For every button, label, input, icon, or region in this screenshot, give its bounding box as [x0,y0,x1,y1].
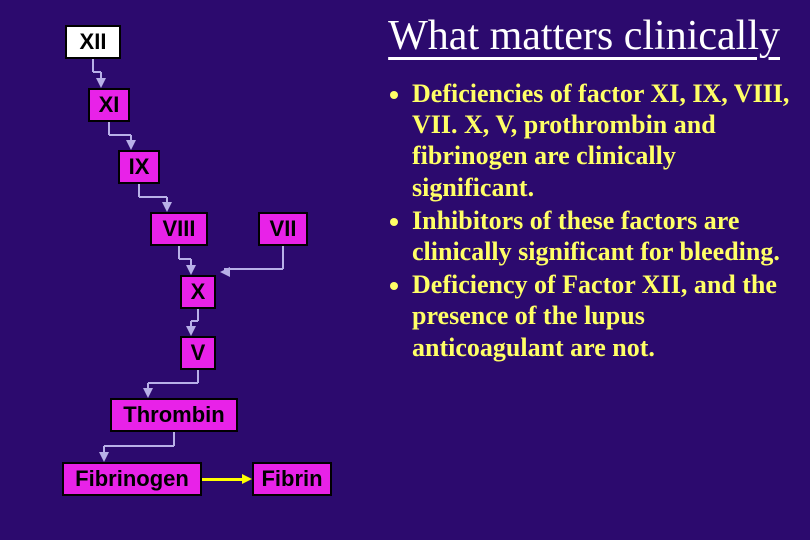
factor-node-xi: XI [88,88,130,122]
slide-title: What matters clinically [388,12,780,60]
factor-node-v: V [180,336,216,370]
factor-node-xii: XII [65,25,121,59]
factor-node-ix: IX [118,150,160,184]
factor-node-viii: VIII [150,212,208,246]
bullet-list: Deficiencies of factor XI, IX, VIII, VII… [390,78,790,365]
bullet-item: Inhibitors of these factors are clinical… [412,205,790,267]
factor-node-x: X [180,275,216,309]
factor-node-fibrinogen: Fibrinogen [62,462,202,496]
slide: What matters clinically XII XI IX VIII VII XV… [0,0,810,540]
factor-node-fibrin: Fibrin [252,462,332,496]
bullet-item: Deficiencies of factor XI, IX, VIII, VII… [412,78,790,203]
factor-node-vii: VII [258,212,308,246]
bullet-item: Deficiency of Factor XII, and the presen… [412,269,790,363]
factor-node-thrombin: Thrombin [110,398,238,432]
